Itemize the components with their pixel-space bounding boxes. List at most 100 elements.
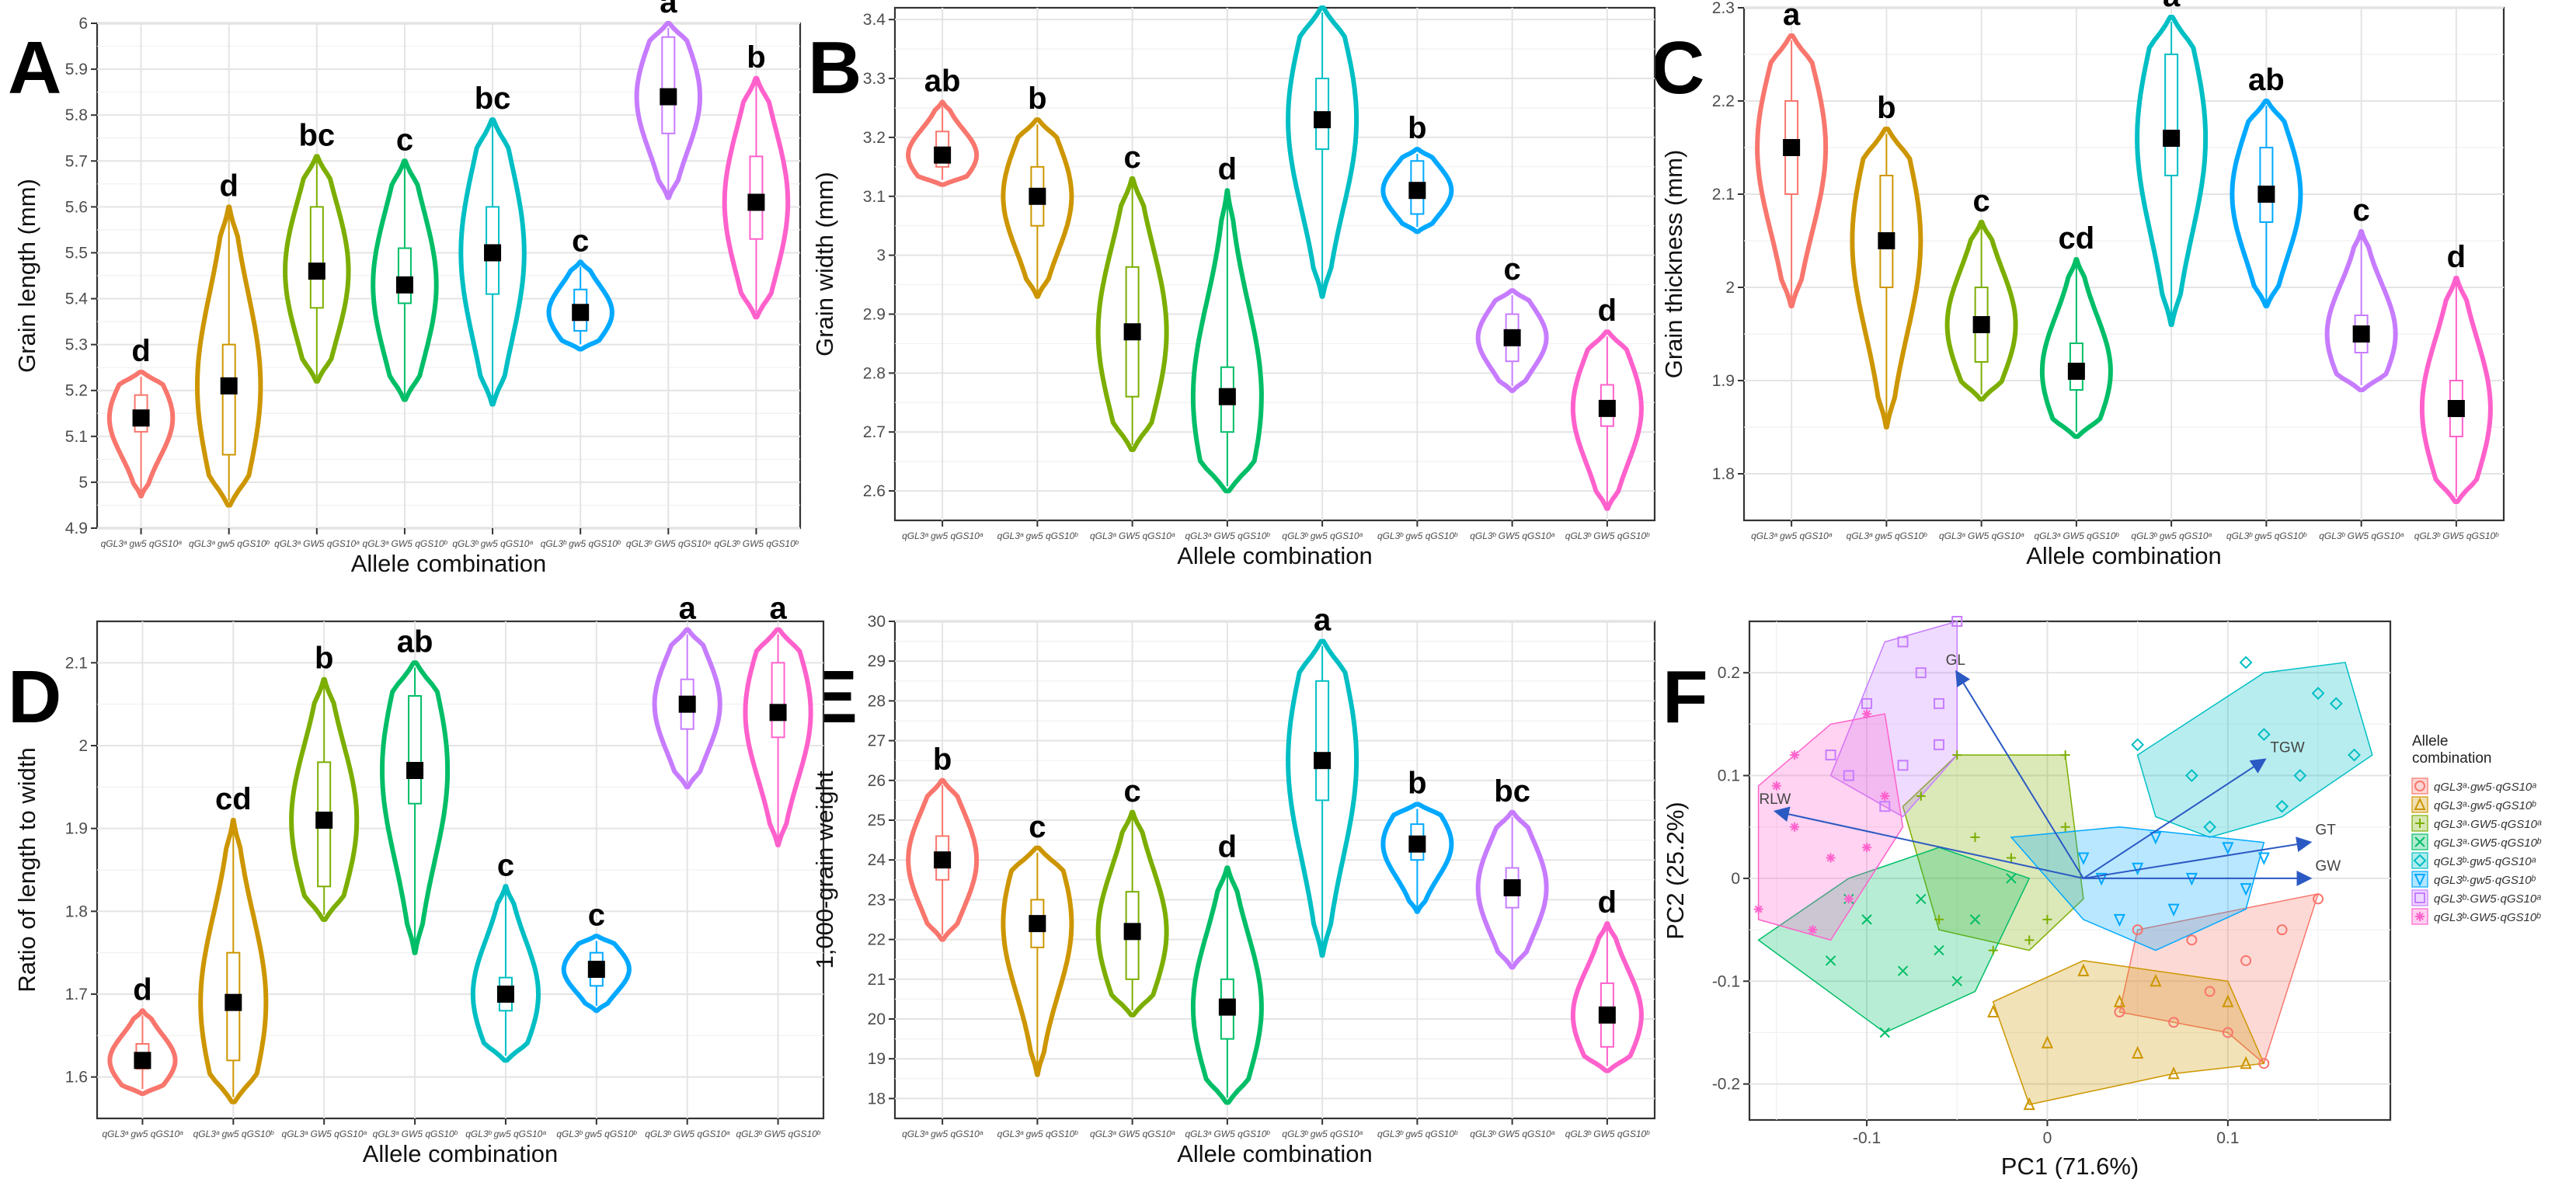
data-point-5-10 — [2311, 687, 2325, 701]
data-point-4-1 — [1825, 955, 1836, 966]
violin-6 — [2230, 99, 2303, 308]
y-tick-label: 0.2 — [1718, 664, 1740, 682]
y-tick-label: 2 — [1725, 279, 1735, 297]
legend-marker-1 — [2414, 781, 2425, 791]
x-tick-label: qGL3ᵇ GW5 qGS10ᵃ — [2319, 530, 2404, 541]
y-tick-label: 27 — [868, 732, 886, 750]
data-point-3-4 — [2024, 935, 2035, 945]
x-tick-label: qGL3ᵃ GW5 qGS10ᵃ — [1939, 530, 2024, 541]
y-tick-label: 2 — [78, 737, 88, 755]
y-tick-label: 22 — [868, 931, 886, 949]
violin-1 — [1755, 33, 1829, 308]
y-tick-label: 1.9 — [65, 820, 88, 838]
x-tick-label: qGL3ᵃ GW5 qGS10ᵃ — [1090, 530, 1175, 541]
x-tick-label: qGL3ᵇ GW5 qGS10ᵃ — [645, 1129, 729, 1139]
significance-letter-2: b — [1877, 91, 1895, 125]
data-point-3-2 — [2060, 750, 2070, 760]
data-point-2-1 — [2023, 1097, 2035, 1111]
x-tick-label: qGL3ᵇ gw5 qGS10ᵇ — [1377, 1129, 1458, 1139]
y-tick-label: 28 — [868, 692, 886, 710]
y-tick-label: 1.8 — [1712, 465, 1735, 483]
violin-1 — [906, 99, 980, 187]
data-point-2-8 — [2240, 1056, 2252, 1069]
panel-f-chart: -0.1 0 0.1 -0.2 -0.1 0 0.1 0.2 GL TGW GT GW RLW PC1 (… — [1662, 616, 2542, 1179]
mean-marker-1 — [1783, 139, 1801, 156]
data-point-6-8 — [2167, 903, 2180, 917]
y-axis-title: Grain thickness (mm) — [1660, 150, 1687, 379]
violin-5 — [1286, 638, 1359, 958]
data-point-8-4 — [1826, 853, 1836, 863]
legend-label-5: qGL3ᵇ·gw5·qGS10ᵃ — [2434, 855, 2536, 868]
data-point-8-1 — [1790, 822, 1800, 832]
y-tick-label: 23 — [868, 891, 886, 909]
mean-marker-2 — [1878, 232, 1895, 249]
data-point-5-4 — [2348, 748, 2361, 762]
significance-letter-8: b — [747, 40, 765, 75]
x-tick-label: qGL3ᵇ gw5 qGS10ᵇ — [541, 538, 621, 549]
significance-letter-3: bc — [298, 118, 335, 152]
mean-marker-4 — [2067, 363, 2085, 380]
data-point-7-10 — [1897, 760, 1909, 771]
mean-marker-6 — [2257, 186, 2275, 203]
x-tick-label: qGL3ᵇ GW5 qGS10ᵇ — [1565, 1129, 1650, 1139]
data-point-6-1 — [2077, 852, 2090, 865]
mean-marker-3 — [1123, 323, 1141, 341]
significance-letter-7: c — [1504, 252, 1521, 287]
data-point-6-6 — [2240, 883, 2252, 896]
data-point-1-10 — [2186, 934, 2198, 946]
violin-2 — [1001, 117, 1074, 299]
y-axis-title: PC2 (25.2%) — [1662, 802, 1689, 939]
data-point-4-7 — [1969, 914, 1981, 925]
data-point-1-7 — [2168, 1017, 2180, 1028]
data-point-5-5 — [2329, 697, 2343, 711]
data-point-2-2 — [2113, 994, 2125, 1007]
mean-marker-5 — [1314, 111, 1332, 129]
data-point-4-6 — [1916, 893, 1927, 905]
data-point-4-2 — [1879, 1027, 1891, 1038]
data-point-7-5 — [1861, 697, 1873, 709]
x-tick-label: qGL3ᵃ gw5 qGS10ᵇ — [1847, 530, 1928, 541]
y-tick-label: 5.6 — [65, 198, 88, 216]
violin-4 — [2039, 257, 2113, 439]
x-tick-label: 0.1 — [2216, 1129, 2239, 1147]
mean-marker-7 — [660, 88, 677, 106]
legend-label-8: qGL3ᵇ·GW5·qGS10ᵇ — [2434, 911, 2541, 924]
x-tick-label: qGL3ᵃ gw5 qGS10ᵇ — [189, 538, 270, 549]
mean-marker-8 — [747, 193, 765, 211]
data-point-7-1 — [1897, 636, 1909, 648]
mean-marker-2 — [225, 993, 242, 1011]
group-hull-2 — [1992, 960, 2265, 1105]
y-tick-label: 1.8 — [65, 903, 88, 920]
data-point-1-5 — [2204, 986, 2216, 997]
y-axis-title: Grain width (mm) — [811, 172, 838, 356]
panel-letter-d: D — [8, 656, 61, 739]
data-point-3-9 — [1988, 945, 1998, 955]
data-point-6-4 — [2113, 913, 2125, 927]
y-tick-label: 5.4 — [65, 290, 89, 308]
mean-marker-8 — [1598, 399, 1616, 417]
legend-label-1: qGL3ᵃ·gw5·qGS10ᵃ — [2434, 781, 2536, 794]
data-point-4-10 — [1951, 976, 1962, 987]
x-tick-label: qGL3ᵃ gw5 qGS10ᵃ — [902, 530, 983, 541]
mean-marker-7 — [1503, 329, 1521, 346]
significance-letter-1: b — [933, 743, 952, 777]
mean-marker-2 — [1029, 915, 1046, 933]
significance-letter-2: c — [1029, 810, 1046, 844]
significance-letter-7: c — [2353, 193, 2370, 228]
significance-letter-3: c — [1124, 774, 1141, 809]
significance-letter-8: d — [1598, 885, 1617, 920]
vector-label-gw: GW — [2315, 858, 2341, 875]
y-axis-title: Grain length (mm) — [13, 179, 40, 373]
legend-label-7: qGL3ᵇ·GW5·qGS10ᵃ — [2434, 892, 2541, 906]
legend-marker-5 — [2413, 854, 2427, 868]
data-point-6-2 — [2150, 831, 2162, 845]
x-tick-label: qGL3ᵃ GW5 qGS10ᵇ — [2034, 530, 2119, 541]
legend-label-3: qGL3ᵃ·GW5·qGS10ᵃ — [2434, 818, 2542, 831]
data-point-8-5 — [1771, 781, 1781, 791]
data-point-8-8 — [1808, 925, 1818, 935]
y-tick-label: 3.1 — [863, 188, 886, 206]
y-tick-label: 2.2 — [1712, 92, 1735, 110]
y-tick-label: 30 — [868, 613, 886, 631]
y-tick-label: 4.9 — [65, 520, 88, 537]
y-tick-label: 2.8 — [863, 364, 886, 382]
